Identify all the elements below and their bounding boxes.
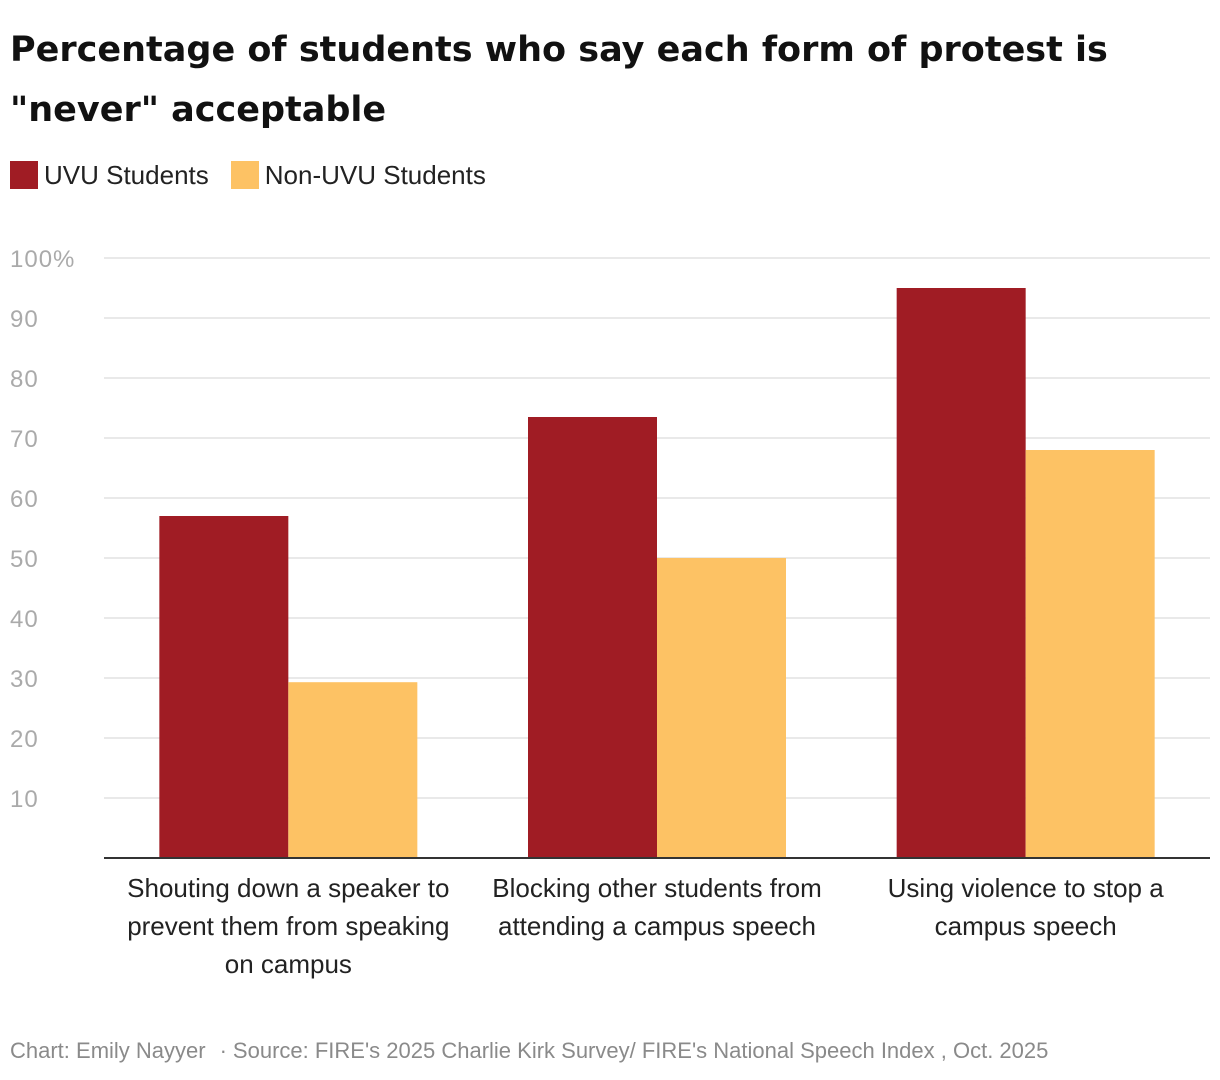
bar-non-uvu-1 <box>657 558 786 858</box>
y-tick-label-10: 10 <box>10 786 39 813</box>
bar-chart: 10 20 30 40 50 60 70 80 90 100% Shouting down a s… <box>10 246 1210 979</box>
legend-swatch-non-uvu <box>230 161 259 189</box>
legend-label-non-uvu: Non-UVU Students <box>264 159 486 190</box>
bar-non-uvu-0 <box>288 682 418 858</box>
bar-uvu-1 <box>528 417 657 858</box>
legend-item-non-uvu: Non-UVU Students <box>230 159 486 191</box>
y-tick-label-20: 20 <box>10 726 39 753</box>
y-tick-label-50: 50 <box>10 546 39 573</box>
y-tick-label-100: 100% <box>10 246 75 273</box>
x-category-label-2: Using violence to stop a campus speech <box>888 873 1165 941</box>
bar-uvu-2 <box>896 288 1026 858</box>
y-axis-ticks: 10 20 30 40 50 60 70 80 90 100% <box>10 246 75 813</box>
y-tick-label-30: 30 <box>10 666 39 693</box>
bars <box>159 288 1155 858</box>
bar-non-uvu-2 <box>1025 450 1155 858</box>
footer-separator: · <box>219 1038 227 1063</box>
bar-uvu-0 <box>159 516 289 858</box>
chart-source: Source: FIRE's 2025 Charlie Kirk Survey/… <box>232 1038 1049 1063</box>
x-category-label-0: Shouting down a speaker to prevent them f… <box>127 873 449 979</box>
chart-title: Percentage of students who say each form… <box>10 30 1108 130</box>
y-tick-label-60: 60 <box>10 486 39 513</box>
legend-label-uvu: UVU Students <box>44 159 209 190</box>
legend-swatch-uvu <box>10 161 38 189</box>
x-axis-labels: Shouting down a speaker to prevent them f… <box>127 873 1164 979</box>
y-tick-label-90: 90 <box>10 306 39 333</box>
y-tick-label-40: 40 <box>10 606 39 633</box>
y-tick-label-70: 70 <box>10 426 39 453</box>
chart-credit: Chart: Emily Nayyer <box>10 1038 206 1063</box>
chart-footer: Chart: Emily Nayyer · Source: FIRE's 2025 … <box>10 1038 1048 1064</box>
legend-item-uvu: UVU Students <box>10 160 209 191</box>
x-category-label-1: Blocking other students from attending a … <box>492 873 822 941</box>
y-tick-label-80: 80 <box>10 366 39 393</box>
legend: UVU Students Non-UVU Students <box>10 158 508 192</box>
